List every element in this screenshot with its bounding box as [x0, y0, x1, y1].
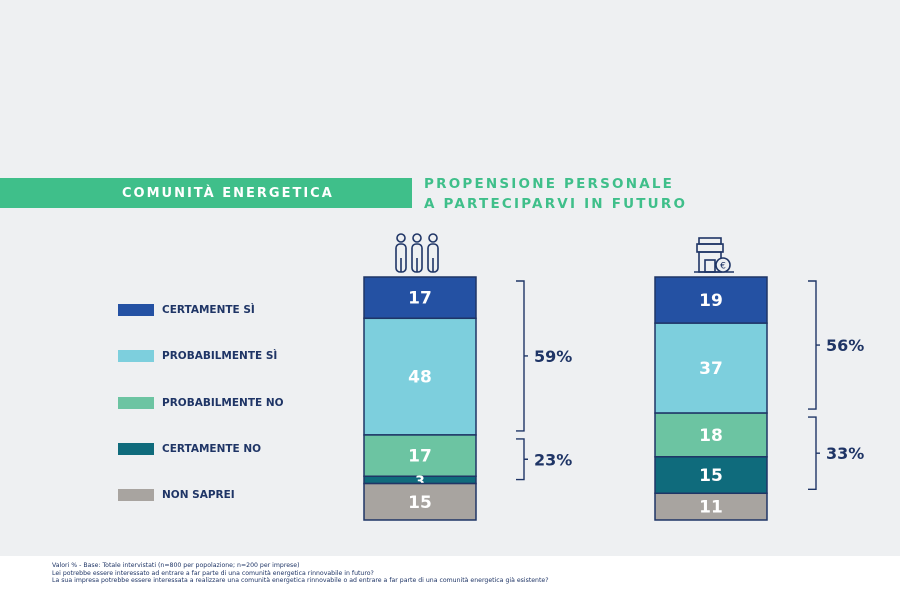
- legend-label: NON SAPREI: [162, 489, 235, 501]
- bracket-total-label: 33%: [826, 444, 864, 463]
- bracket: [516, 280, 528, 432]
- bar-value-label: 18: [699, 426, 723, 446]
- bar-segment: [363, 317, 477, 436]
- subtitle-line-2: A PARTECIPARVI IN FUTURO: [424, 196, 688, 212]
- footnote: Valori % - Base: Totale intervistati (n=…: [52, 562, 549, 585]
- bar-segment: [363, 482, 477, 521]
- legend-label: PROBABILMENTE NO: [162, 397, 284, 409]
- legend-label: PROBABILMENTE SÌ: [162, 350, 278, 362]
- svg-text:€: €: [720, 262, 726, 272]
- bars-layer: 17 48 17 3 15 59% 23% 19 37 18 15 11 56% 33%: [363, 276, 864, 521]
- bar-value-label: 17: [408, 447, 432, 467]
- bar-segment: [363, 434, 477, 478]
- legend-item-certamente-no: CERTAMENTE NO: [118, 443, 261, 455]
- business-icon: €: [694, 237, 734, 273]
- bracket-total-label: 56%: [826, 336, 864, 355]
- legend-item-certamente-si: CERTAMENTE SÌ: [118, 304, 255, 316]
- legend-swatch: [118, 443, 154, 455]
- footnote-line-3: La sua impresa potrebbe essere interessa…: [52, 577, 549, 584]
- legend-item-probabilmente-si: PROBABILMENTE SÌ: [118, 350, 277, 362]
- bar-value-label: 15: [408, 493, 432, 513]
- legend-item-probabilmente-no: PROBABILMENTE NO: [118, 397, 284, 409]
- legend-swatch: [118, 397, 154, 409]
- bracket-total-label: 23%: [534, 450, 572, 469]
- bracket: [516, 438, 528, 481]
- bar-segment: [654, 492, 768, 521]
- footnote-line-1: Valori % - Base: Totale intervistati (n=…: [52, 562, 300, 569]
- bar-value-label: 3: [415, 474, 425, 490]
- bar-value-label: 37: [699, 359, 723, 379]
- legend-swatch: [118, 304, 154, 316]
- bar-value-label: 15: [699, 466, 723, 486]
- bar-value-label: 19: [699, 291, 723, 311]
- subtitle-line-1: PROPENSIONE PERSONALE: [424, 176, 675, 192]
- bar-segment: [654, 412, 768, 458]
- legend-label: CERTAMENTE SÌ: [162, 304, 255, 316]
- legend-label: CERTAMENTE NO: [162, 443, 262, 455]
- section-header-band: COMUNITÀ ENERGETICA: [0, 178, 412, 208]
- footnote-line-2: Lei potrebbe essere interessato ad entra…: [52, 569, 374, 577]
- legend-swatch: [118, 489, 154, 501]
- bar-segment: [363, 276, 477, 320]
- people-icon: [395, 233, 439, 273]
- section-title: COMUNITÀ ENERGETICA: [122, 185, 334, 201]
- bracket: [808, 280, 820, 410]
- bar-value-label: 17: [408, 289, 432, 309]
- bar-value-label: 48: [408, 368, 432, 388]
- bar-segment: [654, 456, 768, 495]
- bracket-total-label: 59%: [534, 347, 572, 366]
- bar-value-label: 11: [699, 498, 723, 518]
- bar-segment: [654, 276, 768, 324]
- chart-subtitle: PROPENSIONE PERSONALE A PARTECIPARVI IN …: [424, 174, 687, 214]
- bracket: [808, 416, 820, 490]
- legend-swatch: [118, 350, 154, 362]
- legend-item-non-saprei: NON SAPREI: [118, 489, 235, 501]
- bar-segment: [654, 322, 768, 414]
